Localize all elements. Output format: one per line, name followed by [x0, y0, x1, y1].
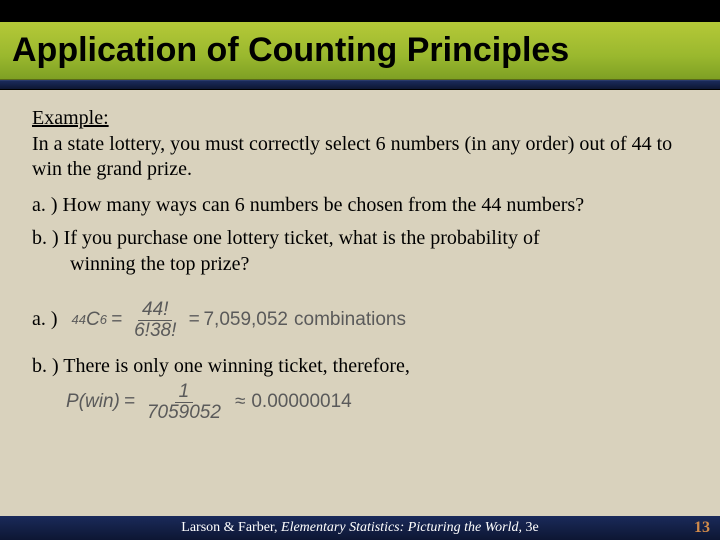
question-b-line2: winning the top prize? — [32, 253, 249, 275]
formula-a: 44 C 6 = 44! 6!38! = 7,059,052 combinati… — [72, 300, 406, 341]
footer-band: Larson & Farber, Elementary Statistics: … — [0, 516, 720, 540]
answer-b-row: P(win) = 1 7059052 ≈ 0.00000014 — [32, 382, 688, 423]
page-number: 13 — [694, 519, 710, 537]
answers-block: a. ) 44 C 6 = 44! 6!38! = 7,059,052 comb… — [32, 300, 688, 423]
example-text: In a state lottery, you must correctly s… — [32, 133, 672, 181]
question-b: b. ) If you purchase one lottery ticket,… — [32, 226, 688, 277]
example-label: Example: — [32, 107, 109, 129]
example-block: Example: In a state lottery, you must co… — [32, 106, 688, 183]
content-area: Example: In a state lottery, you must co… — [0, 90, 720, 423]
answer-b-label: b. ) There is only one winning ticket, t… — [32, 354, 688, 380]
answer-a-row: a. ) 44 C 6 = 44! 6!38! = 7,059,052 comb… — [32, 300, 688, 341]
fraction-a: 44! 6!38! — [130, 300, 180, 341]
formula-b: P(win) = 1 7059052 ≈ 0.00000014 — [66, 382, 352, 423]
footer-credit: Larson & Farber, Elementary Statistics: … — [181, 520, 538, 536]
question-b-line1: b. ) If you purchase one lottery ticket,… — [32, 227, 540, 249]
answer-a-label: a. ) — [32, 307, 58, 333]
slide-title: Application of Counting Principles — [12, 31, 569, 70]
fraction-b: 1 7059052 — [143, 382, 225, 423]
divider-band — [0, 80, 720, 90]
title-band: Application of Counting Principles — [0, 22, 720, 80]
top-black-band — [0, 0, 720, 22]
question-a: a. ) How many ways can 6 numbers be chos… — [32, 193, 688, 219]
